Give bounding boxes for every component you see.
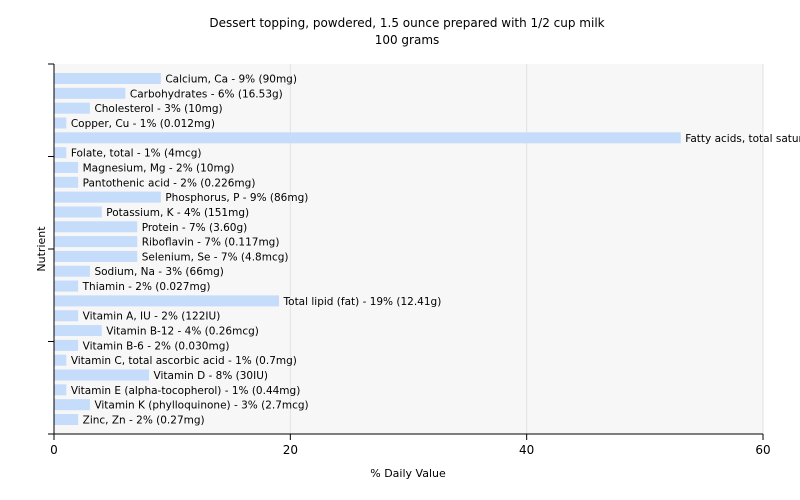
x-tick-label: 40: [519, 443, 534, 457]
bar-label: Protein - 7% (3.60g): [142, 222, 248, 234]
bar-label: Vitamin D - 8% (30IU): [154, 370, 268, 382]
bar-label: Pantothenic acid - 2% (0.226mg): [83, 177, 256, 189]
bar: [54, 265, 90, 277]
bar-label: Potassium, K - 4% (151mg): [106, 207, 249, 219]
bar: [54, 176, 79, 188]
bar-label: Total lipid (fat) - 19% (12.41g): [283, 296, 442, 308]
bar: [54, 87, 126, 99]
bar-label: Selenium, Se - 7% (4.8mcg): [142, 251, 289, 263]
x-axis-title: % Daily Value: [370, 467, 446, 480]
bar: [54, 310, 79, 322]
x-axis-ticks: 0 20 40 60: [50, 434, 771, 457]
bar: [54, 73, 161, 84]
bar: [54, 354, 67, 366]
y-axis-ticks: [48, 63, 54, 435]
bar: [54, 339, 79, 351]
bar: [54, 117, 67, 129]
bar-label: Vitamin A, IU - 2% (122IU): [83, 311, 221, 323]
x-tick-label: 60: [755, 443, 770, 457]
bar-label: Copper, Cu - 1% (0.012mg): [71, 118, 215, 130]
bar-label: Vitamin E (alpha-tocopherol) - 1% (0.44m…: [71, 385, 300, 397]
bar-label: Folate, total - 1% (4mcg): [71, 148, 202, 160]
x-tick-label: 0: [50, 443, 58, 457]
bar: [54, 161, 79, 173]
bar-label: Thiamin - 2% (0.027mg): [82, 281, 211, 293]
bar-label: Sodium, Na - 3% (66mg): [94, 266, 223, 278]
bar-label: Zinc, Zn - 2% (0.27mg): [83, 415, 205, 427]
bar-label: Vitamin B-6 - 2% (0.030mg): [83, 340, 230, 352]
bar: [54, 369, 150, 381]
y-axis-title: Nutrient: [35, 226, 48, 272]
bar-label: Calcium, Ca - 9% (90mg): [165, 74, 297, 86]
bar: [54, 191, 161, 203]
bar-label: Cholesterol - 3% (10mg): [94, 103, 222, 115]
bar-label: Vitamin C, total ascorbic acid - 1% (0.7…: [71, 355, 297, 367]
bar-label: Fatty acids, total saturated - 53% (10.6…: [685, 133, 800, 145]
bars-group: [54, 73, 681, 425]
bar: [54, 236, 138, 248]
bar-label: Phosphorus, P - 9% (86mg): [165, 192, 308, 204]
plot-area: [54, 64, 763, 434]
bar-label: Magnesium, Mg - 2% (10mg): [83, 162, 235, 174]
bar: [54, 384, 67, 396]
x-tick-label: 20: [283, 443, 298, 457]
bar: [54, 414, 79, 425]
bar: [54, 325, 102, 337]
bar: [54, 147, 67, 159]
bar: [54, 206, 102, 218]
bar: [54, 280, 79, 292]
bar: [54, 132, 681, 144]
bar: [54, 221, 138, 233]
chart-title: Dessert topping, powdered, 1.5 ounce pre…: [209, 16, 604, 30]
bar-label: Vitamin K (phylloquinone) - 3% (2.7mcg): [94, 400, 308, 412]
bar-label: Vitamin B-12 - 4% (0.26mcg): [106, 326, 259, 338]
bar-labels-group: Calcium, Ca - 9% (90mg) Carbohydrates - 6…: [71, 74, 800, 427]
grid-lines: [289, 64, 764, 434]
bar: [54, 250, 138, 262]
chart-subtitle: 100 grams: [375, 33, 440, 47]
bar-label: Carbohydrates - 6% (16.53g): [130, 88, 283, 100]
bar: [54, 295, 280, 307]
bar-label: Riboflavin - 7% (0.117mg): [142, 237, 280, 249]
bar: [54, 102, 90, 114]
bar: [54, 399, 90, 411]
